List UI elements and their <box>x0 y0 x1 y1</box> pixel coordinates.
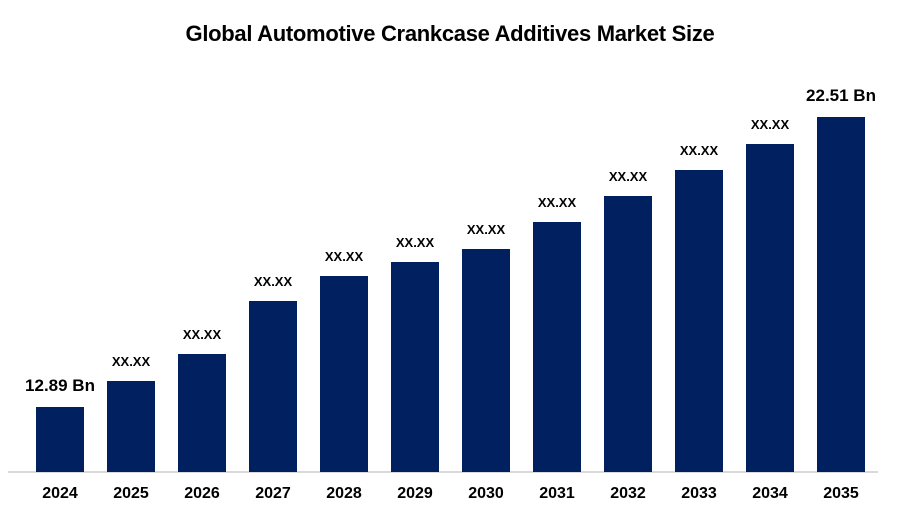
bar-2033 <box>675 170 723 472</box>
bar-2029 <box>391 262 439 472</box>
chart-title: Global Automotive Crankcase Additives Ma… <box>185 21 715 46</box>
bar-value-label: XX.XX <box>253 274 293 289</box>
bar-2031 <box>533 222 581 472</box>
bar-value-label: XX.XX <box>182 327 222 342</box>
bar-2026 <box>178 354 226 472</box>
x-axis-label: 2028 <box>326 485 362 502</box>
x-axis-label: 2030 <box>468 485 504 502</box>
x-axis-label: 2032 <box>610 485 646 502</box>
bar-value-label: XX.XX <box>395 235 435 250</box>
bar-group-2026: XX.XX 2026 <box>167 0 238 502</box>
bar-value-label: 12.89 Bn <box>25 376 95 395</box>
bar-group-2033: XX.XX 2033 <box>664 0 735 502</box>
bar-value-label: XX.XX <box>466 222 506 237</box>
bar-group-2034: XX.XX 2034 <box>735 0 806 502</box>
bar-group-2024: 12.89 Bn 2024 <box>25 0 96 502</box>
bar-2030 <box>462 249 510 472</box>
x-axis-label: 2026 <box>184 485 220 502</box>
bar-value-label: 22.51 Bn <box>806 86 876 105</box>
bar-value-label: XX.XX <box>537 195 577 210</box>
bar-2034 <box>746 144 794 472</box>
bar-value-label: XX.XX <box>679 143 719 158</box>
bar-group-2028: XX.XX 2028 <box>309 0 380 502</box>
bar-group-2031: XX.XX 2031 <box>522 0 593 502</box>
bar-value-label: XX.XX <box>111 354 151 369</box>
bar-group-2029: XX.XX 2029 <box>380 0 451 502</box>
bar-value-label: XX.XX <box>608 169 648 184</box>
x-axis-label: 2035 <box>823 485 859 502</box>
x-axis-label: 2025 <box>113 485 149 502</box>
x-axis-label: 2031 <box>539 485 575 502</box>
bar-group-2032: XX.XX 2032 <box>593 0 664 502</box>
x-axis-label: 2033 <box>681 485 717 502</box>
bar-group-2035: 22.51 Bn 2035 <box>806 0 877 502</box>
bar-2028 <box>320 276 368 472</box>
bar-group-2027: XX.XX 2027 <box>238 0 309 502</box>
bar-2025 <box>107 381 155 472</box>
bar-2024 <box>36 407 84 472</box>
bar-2032 <box>604 196 652 472</box>
bar-group-2025: XX.XX 2025 <box>96 0 167 502</box>
x-axis-line <box>8 471 878 473</box>
bar-value-label: XX.XX <box>750 117 790 132</box>
x-axis-label: 2029 <box>397 485 433 502</box>
bar-2035 <box>817 117 865 472</box>
x-axis-label: 2034 <box>752 485 788 502</box>
bar-group-2030: XX.XX 2030 <box>451 0 522 502</box>
bar-value-label: XX.XX <box>324 249 364 264</box>
x-axis-label: 2024 <box>42 485 78 502</box>
bar-2027 <box>249 301 297 472</box>
x-axis-label: 2027 <box>255 485 291 502</box>
